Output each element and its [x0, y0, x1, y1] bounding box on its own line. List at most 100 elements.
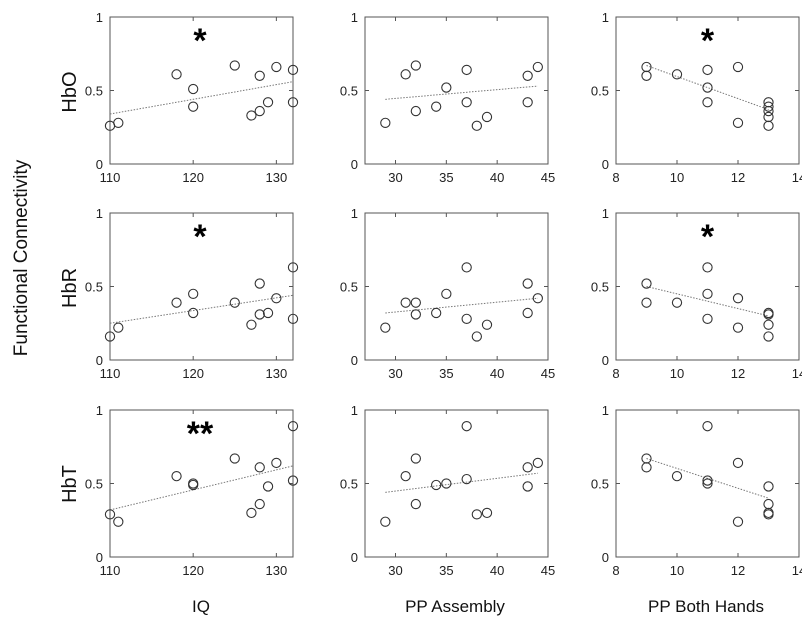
- data-point: [671, 470, 683, 482]
- panel-grid: 00.51110120130*00.513035404500.518101214…: [85, 10, 802, 578]
- col-label-iq: IQ: [192, 597, 210, 616]
- x-tick-label: 35: [439, 366, 453, 381]
- data-point: [410, 453, 421, 464]
- data-point: [229, 453, 240, 464]
- x-tick-label: 10: [670, 563, 684, 578]
- panel-hbo-iq: 0 0.5 1 110 120 130 *: [85, 10, 299, 185]
- x-tick-label: 130: [266, 563, 288, 578]
- x-tick-label: 8: [612, 170, 619, 185]
- y-tick-label: 0: [351, 157, 358, 172]
- x-tick-label: 14: [792, 366, 802, 381]
- data-point: [763, 331, 774, 342]
- y-tick-label: 1: [351, 10, 358, 25]
- x-tick-label: 40: [490, 170, 504, 185]
- data-point: [763, 319, 774, 330]
- data-point: [441, 478, 452, 489]
- data-point: [641, 278, 652, 289]
- data-point: [400, 470, 411, 482]
- data-point: [522, 278, 533, 289]
- data-point: [702, 82, 713, 93]
- data-point: [732, 322, 744, 333]
- x-tick-label: 12: [731, 563, 745, 578]
- y-tick-label: 1: [602, 403, 609, 418]
- data-point: [481, 507, 493, 519]
- data-point: [763, 101, 774, 112]
- x-tick-label: 35: [439, 563, 453, 578]
- panel-hbo-pp-both-hands: 0 0.5 1 8 10 12 14 *: [591, 10, 802, 185]
- x-tick-label: 10: [670, 366, 684, 381]
- data-point: [671, 69, 683, 80]
- data-point: [188, 83, 199, 95]
- row-label-hbt: HbT: [59, 465, 81, 503]
- data-point: [763, 111, 774, 123]
- data-point: [471, 331, 482, 342]
- x-tick-label: 120: [182, 563, 204, 578]
- x-tick-label: 12: [731, 170, 745, 185]
- data-point: [532, 61, 543, 73]
- data-point: [188, 307, 199, 319]
- data-point: [188, 479, 199, 491]
- data-point: [732, 293, 744, 304]
- data-point: [410, 105, 421, 117]
- data-point: [641, 462, 652, 473]
- data-point: [188, 101, 199, 112]
- data-point: [481, 319, 493, 330]
- regression-line: [109, 81, 294, 115]
- data-point: [380, 322, 391, 333]
- y-tick-label: 0: [96, 550, 103, 565]
- data-point: [171, 69, 182, 80]
- data-point: [732, 516, 744, 527]
- data-point: [287, 475, 299, 486]
- data-point: [461, 262, 472, 273]
- data-point: [732, 61, 744, 73]
- data-point: [431, 479, 442, 491]
- y-tick-label: 0: [96, 353, 103, 368]
- data-point: [410, 309, 421, 320]
- data-point: [441, 82, 452, 93]
- y-tick-label: 0: [602, 353, 609, 368]
- x-tick-label: 45: [541, 170, 555, 185]
- data-point: [461, 97, 472, 108]
- data-point: [380, 516, 391, 527]
- significance-marker: *: [193, 218, 207, 256]
- y-tick-label: 0: [351, 353, 358, 368]
- data-point: [763, 498, 774, 510]
- x-tick-label: 40: [490, 563, 504, 578]
- y-tick-label: 0: [602, 157, 609, 172]
- data-point: [671, 297, 683, 308]
- y-tick-label: 0.5: [340, 280, 358, 295]
- data-point: [702, 421, 713, 432]
- y-tick-label: 0: [96, 157, 103, 172]
- panel-hbt-iq: 0 0.5 1 110 120 130 **: [85, 403, 299, 578]
- data-point: [702, 313, 713, 324]
- col-label-pp-assembly: PP Assembly: [405, 597, 505, 616]
- figure-y-label: Functional Connectivity: [11, 159, 32, 356]
- x-tick-label: 45: [541, 563, 555, 578]
- x-tick-label: 30: [388, 170, 402, 185]
- data-point: [641, 297, 652, 308]
- data-point: [702, 97, 713, 108]
- y-tick-label: 0.5: [591, 280, 609, 295]
- y-tick-label: 1: [96, 10, 103, 25]
- data-point: [246, 507, 257, 519]
- data-point: [262, 307, 274, 319]
- col-label-pp-both-hands: PP Both Hands: [648, 597, 764, 616]
- x-tick-label: 12: [731, 366, 745, 381]
- data-point: [641, 70, 652, 81]
- x-tick-label: 14: [792, 563, 802, 578]
- regression-line: [385, 297, 538, 314]
- data-point: [410, 60, 421, 71]
- data-point: [246, 110, 257, 121]
- data-point: [287, 313, 299, 324]
- data-point: [431, 307, 442, 319]
- data-point: [113, 516, 124, 527]
- regression-line: [385, 85, 538, 100]
- data-point: [262, 481, 274, 492]
- data-point: [702, 475, 713, 486]
- data-point: [254, 309, 265, 320]
- y-tick-label: 1: [602, 10, 609, 25]
- data-point: [229, 297, 240, 308]
- data-point: [732, 117, 744, 128]
- panel-hbo-pp-assembly: 0 0.5 1 30 35 40 45: [340, 10, 555, 185]
- data-point: [532, 457, 543, 469]
